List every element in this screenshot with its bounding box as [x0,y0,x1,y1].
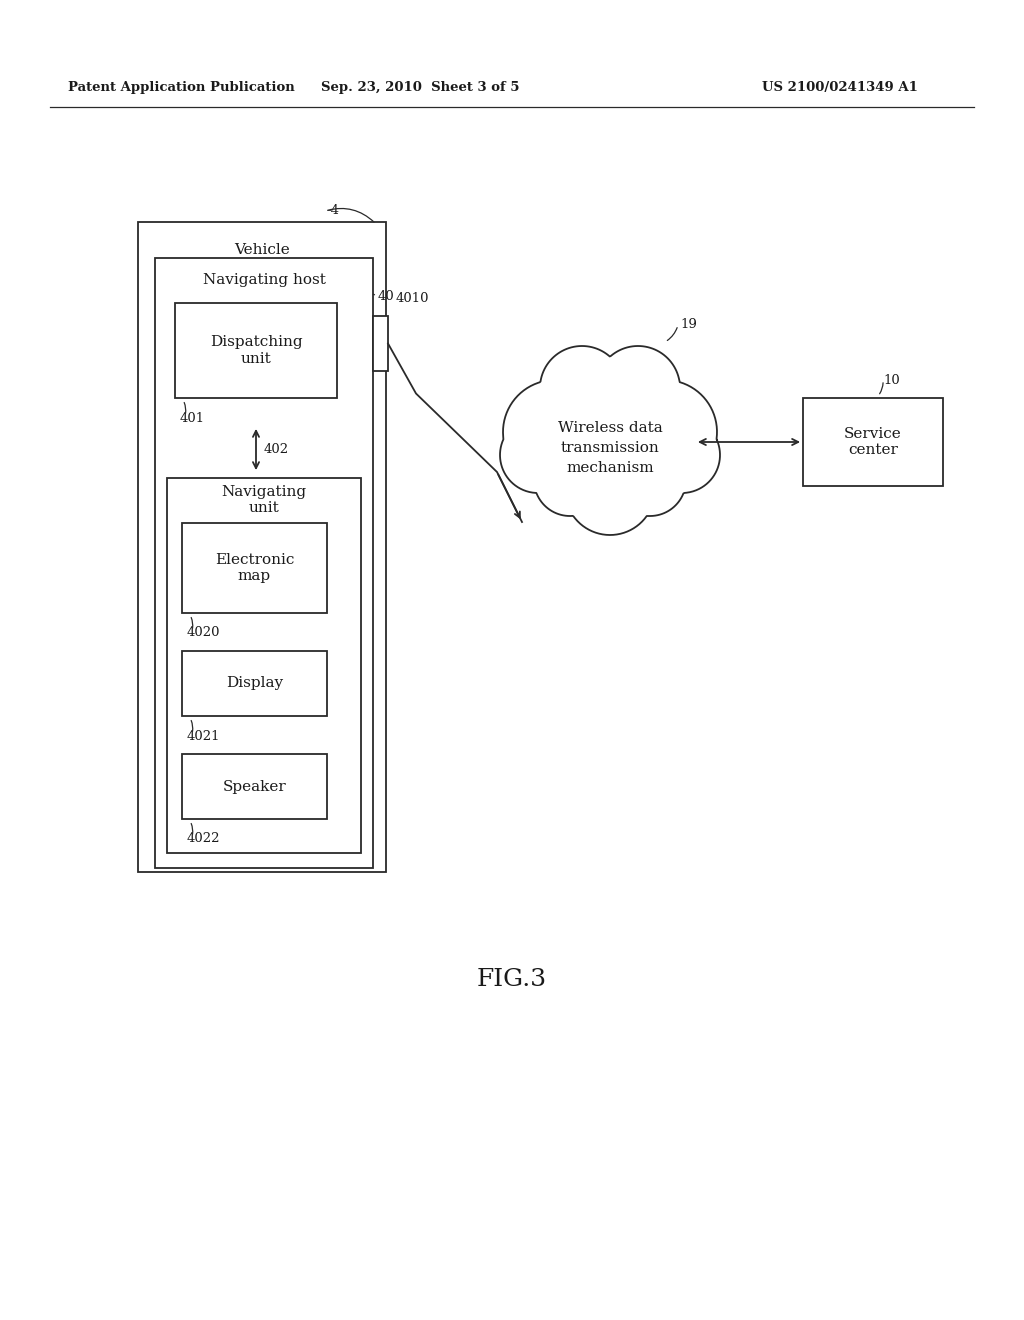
Text: Navigating host: Navigating host [203,273,326,286]
Polygon shape [500,346,720,535]
Bar [803,399,943,486]
Bar [175,304,337,399]
Text: 401: 401 [180,412,205,425]
Text: Vehicle: Vehicle [234,243,290,257]
Text: Service
center: Service center [844,426,902,457]
Bar [182,651,327,715]
Text: -4: -4 [326,203,339,216]
Text: 4021: 4021 [187,730,220,742]
Text: 10: 10 [883,374,900,387]
Text: Wireless data
transmission
mechanism: Wireless data transmission mechanism [558,421,663,474]
Text: FIG.3: FIG.3 [477,969,547,991]
Bar [155,257,373,869]
Text: Sep. 23, 2010  Sheet 3 of 5: Sep. 23, 2010 Sheet 3 of 5 [321,82,519,95]
Text: Patent Application Publication: Patent Application Publication [68,82,295,95]
Bar [182,754,327,818]
Text: 19: 19 [680,318,697,331]
Bar [167,478,361,853]
Bar [182,523,327,612]
Text: 4022: 4022 [187,833,220,846]
Text: Display: Display [226,676,283,690]
Text: Electronic
map: Electronic map [215,553,294,583]
Text: Navigating
unit: Navigating unit [221,484,306,515]
Text: Dispatching
unit: Dispatching unit [210,335,302,366]
Text: 402: 402 [264,444,289,455]
Bar [373,315,388,371]
Text: Speaker: Speaker [222,780,287,793]
Text: 40: 40 [378,289,394,302]
Text: 4020: 4020 [187,627,220,639]
Bar [138,222,386,873]
Text: US 2100/0241349 A1: US 2100/0241349 A1 [762,82,918,95]
Text: 4010: 4010 [396,292,429,305]
